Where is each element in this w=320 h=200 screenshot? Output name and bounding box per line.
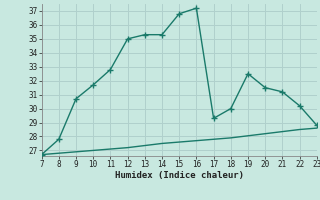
X-axis label: Humidex (Indice chaleur): Humidex (Indice chaleur): [115, 171, 244, 180]
